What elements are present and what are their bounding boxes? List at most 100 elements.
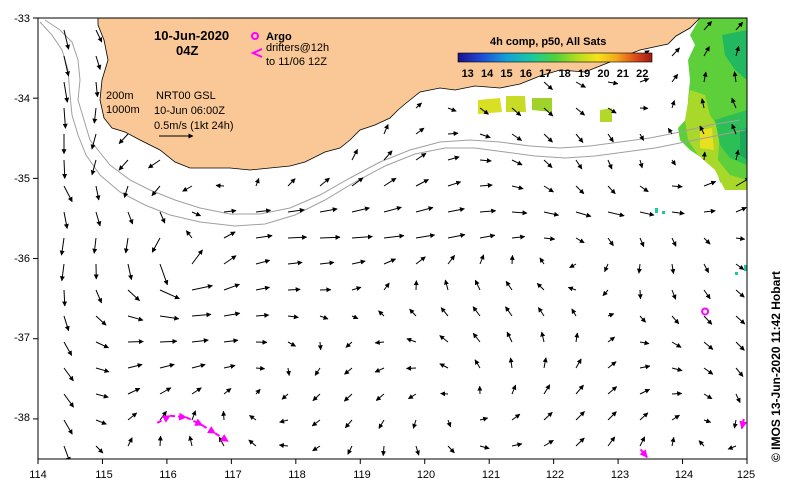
current-vector: [670, 436, 676, 447]
current-vector: [415, 445, 420, 456]
current-vector: [667, 127, 673, 135]
current-vector: [446, 419, 452, 428]
current-vector: [374, 367, 385, 373]
current-vector: [607, 237, 614, 247]
current-vector: [95, 289, 103, 304]
current-vector: [636, 263, 642, 274]
current-vector: [255, 312, 270, 318]
current-vector: [383, 233, 405, 239]
current-vector: [734, 149, 740, 161]
drifter-segment: [639, 448, 648, 459]
current-vector: [700, 98, 706, 109]
current-vector: [575, 411, 585, 421]
current-vector: [543, 133, 553, 143]
current-vector: [319, 234, 341, 240]
x-tick-label: 114: [29, 469, 47, 481]
current-vector: [351, 206, 370, 213]
x-tick-label: 119: [353, 469, 371, 481]
current-vector: [409, 308, 417, 317]
current-vector: [151, 185, 161, 197]
current-vector: [151, 237, 161, 253]
drifter-segment: [201, 424, 216, 435]
current-vector: [378, 310, 385, 317]
current-vector: [415, 256, 426, 265]
current-vector: [287, 314, 299, 320]
current-vector: [415, 233, 436, 239]
current-vector: [63, 81, 70, 103]
current-vector: [670, 159, 676, 166]
current-vector: [343, 393, 353, 402]
product-time-label: 10-Jun 06:00Z: [154, 105, 225, 117]
current-vector: [703, 237, 711, 245]
current-vector: [670, 263, 676, 275]
current-vector: [314, 367, 321, 376]
x-tick-label: 122: [546, 469, 564, 481]
current-vector: [439, 363, 449, 369]
current-vector: [639, 77, 650, 83]
current-vector: [571, 308, 577, 317]
current-vector: [703, 418, 712, 424]
current-vector: [95, 341, 109, 349]
current-vector: [344, 367, 353, 375]
current-vector: [735, 263, 745, 271]
current-vector: [215, 183, 225, 189]
current-vector: [127, 387, 141, 395]
current-vector: [255, 233, 273, 239]
current-vector: [511, 210, 528, 216]
current-vector: [223, 283, 240, 291]
current-vector: [506, 331, 513, 343]
y-tick-label: -35: [14, 173, 30, 185]
current-vector: [159, 289, 180, 300]
y-tick-label: -34: [14, 93, 30, 105]
current-vector: [185, 230, 193, 239]
x-tick-label: 125: [737, 469, 755, 481]
current-vector: [319, 207, 338, 213]
current-vector: [540, 331, 546, 343]
colorbar-ticks: 13 14 15 16 17 18 19 20 21 22: [462, 68, 649, 80]
current-vector: [479, 233, 496, 239]
current-vector: [702, 71, 708, 83]
current-vector: [92, 107, 98, 124]
current-vector: [351, 148, 358, 161]
current-vector: [508, 357, 514, 369]
current-vector: [191, 363, 206, 369]
current-vector: [703, 263, 710, 274]
current-vector: [383, 123, 389, 135]
current-vector: [159, 363, 175, 369]
argo-floats: [701, 307, 710, 316]
drifter-legend-range: to 11/06 12Z: [266, 56, 327, 68]
current-vector: [344, 419, 353, 429]
product-label: NRT00 GSL: [156, 90, 216, 102]
current-vector: [223, 255, 237, 265]
current-vector: [511, 234, 526, 240]
current-vector: [287, 207, 305, 213]
current-vector: [439, 335, 449, 343]
current-vector: [511, 107, 522, 117]
current-vector: [127, 289, 140, 301]
current-vector: [95, 393, 109, 399]
current-vector: [703, 393, 713, 400]
current-vector: [317, 341, 323, 351]
current-vector: [278, 443, 289, 448]
argo-float-marker[interactable]: [701, 307, 710, 316]
current-vector: [63, 55, 70, 77]
current-vector: [406, 365, 417, 371]
current-vector: [670, 100, 676, 109]
y-axis-labels: -33 -34 -35 -36 -37 -38: [14, 13, 30, 424]
current-vector: [127, 339, 144, 345]
current-vector: [732, 71, 738, 83]
current-vector: [255, 388, 261, 395]
current-vector: [281, 393, 289, 400]
current-vector: [511, 384, 517, 395]
current-vector: [415, 206, 434, 213]
colorbar-tick-label: 14: [481, 68, 494, 80]
current-vector: [90, 133, 97, 150]
current-vector: [511, 185, 524, 191]
credit-text: © IMOS 13-Jun-2020 11:42 Hobart: [769, 271, 783, 462]
current-vector: [536, 283, 545, 291]
current-vector: [345, 341, 353, 348]
current-vector: [543, 81, 553, 90]
drifter-legend-label: drifters@12h: [266, 42, 329, 54]
current-vector: [159, 263, 169, 286]
